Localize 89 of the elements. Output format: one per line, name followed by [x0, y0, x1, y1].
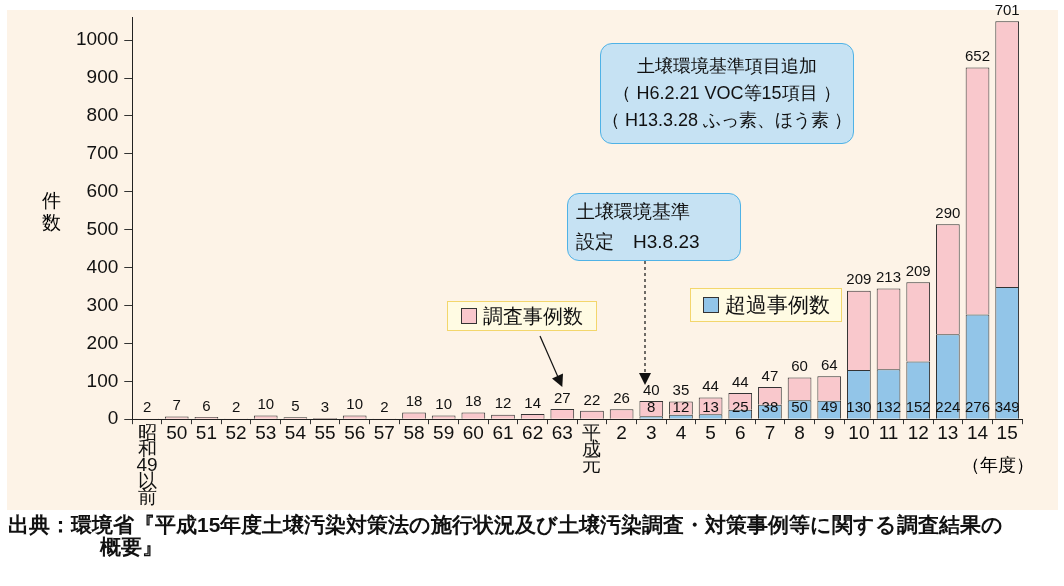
- data-label: 213: [876, 268, 902, 286]
- x-tick-label: 11: [878, 422, 899, 444]
- y-tick-label: 800: [86, 104, 119, 126]
- x-tick-label: 63: [551, 422, 573, 444]
- y-tick-label: 500: [86, 217, 119, 239]
- x-tick-label: 14: [966, 422, 989, 444]
- x-tick-label: 6: [734, 422, 746, 444]
- data-label: 40: [642, 380, 660, 398]
- x-tick-label: 50: [166, 422, 188, 444]
- x-tick-label: 12: [907, 422, 929, 444]
- y-tick-label: 1000: [75, 28, 119, 50]
- x-tick-label: 57: [373, 422, 395, 444]
- annotation: 設定 H3.8.23: [575, 230, 701, 254]
- data-label: 10: [346, 395, 364, 413]
- data-label: 50: [791, 397, 808, 415]
- data-label: 7: [172, 396, 181, 414]
- annotation: （ H13.3.28 ふっ素、ほう素 ）: [601, 109, 853, 132]
- x-tick-label: 53: [255, 422, 277, 444]
- data-label: 132: [876, 397, 902, 415]
- x-tick-label: 54: [284, 422, 307, 444]
- x-tick-label: 56: [344, 422, 366, 444]
- x-tick-label: 昭和49以前: [136, 422, 158, 508]
- data-label: 49: [820, 397, 838, 415]
- x-tick-label: 61: [492, 422, 514, 444]
- data-label: 209: [846, 270, 872, 288]
- y-tick-label: 700: [86, 142, 119, 164]
- data-label: 2: [231, 398, 241, 416]
- data-label: 44: [731, 372, 749, 390]
- data-label: 2: [142, 398, 152, 416]
- legend-label: 調査事例数: [447, 301, 597, 331]
- data-label: 27: [553, 388, 571, 406]
- data-label: 12: [494, 394, 512, 412]
- x-tick-label: 平成元: [582, 422, 602, 476]
- y-tick-label: 200: [86, 331, 119, 353]
- data-label: 38: [761, 397, 779, 415]
- data-label: 18: [464, 392, 482, 410]
- y-axis-title: 件数: [40, 190, 62, 234]
- data-label: 2: [380, 398, 389, 416]
- source-note: 出典：環境省『平成15年度土壌汚染対策法の施行状況及び土壌汚染調査・対策事例等に関する調査結果の概要』: [8, 513, 1005, 558]
- annotation: 土壌環境基準項目追加: [636, 55, 818, 78]
- x-tick-label: 59: [433, 422, 455, 444]
- data-label: 652: [965, 47, 991, 65]
- x-tick-label: 7: [764, 422, 776, 444]
- data-label: 290: [935, 204, 961, 222]
- data-label: 14: [524, 393, 541, 411]
- data-label: 5: [291, 396, 300, 414]
- annotation: （ H6.2.21 VOC等15項目 ）: [612, 82, 842, 105]
- data-label: 13: [702, 397, 719, 415]
- data-label: 18: [405, 392, 423, 410]
- x-tick-label: 4: [675, 422, 687, 444]
- y-tick-label: 300: [86, 293, 119, 315]
- x-tick-label: 2: [616, 422, 627, 444]
- y-tick-label: 900: [86, 66, 119, 88]
- y-tick-label: 100: [86, 369, 119, 391]
- x-tick-label: 52: [225, 422, 247, 444]
- x-tick-label: 8: [794, 422, 805, 444]
- data-label: 60: [791, 357, 808, 375]
- y-tick-label: 0: [107, 407, 119, 429]
- x-tick-label: 5: [705, 422, 716, 444]
- x-tick-label: 62: [522, 422, 544, 444]
- data-label: 64: [820, 356, 838, 374]
- y-tick-label: 400: [86, 255, 119, 277]
- data-label: 47: [761, 366, 779, 384]
- x-tick-label: 10: [848, 422, 870, 444]
- data-label: 12: [672, 397, 690, 415]
- data-label: 35: [672, 381, 690, 399]
- x-tick-label: 15: [996, 422, 1018, 444]
- data-label: 10: [257, 395, 275, 413]
- data-label: 3: [320, 397, 330, 415]
- x-axis-title: （年度）: [962, 454, 1034, 477]
- data-label: 701: [994, 0, 1020, 18]
- y-tick-label: 600: [86, 180, 119, 201]
- x-tick-label: 51: [195, 422, 217, 444]
- x-tick-label: 9: [823, 422, 835, 444]
- data-label: 6: [202, 396, 211, 414]
- x-tick-label: 3: [645, 422, 657, 444]
- x-tick-label: 58: [403, 422, 425, 444]
- data-label: 44: [702, 377, 719, 395]
- annotation: 土壌環境基準: [575, 200, 691, 224]
- data-label: 8: [647, 397, 656, 415]
- x-tick-label: 55: [314, 422, 336, 444]
- data-label: 26: [613, 388, 630, 406]
- x-tick-label: 13: [937, 422, 959, 444]
- data-label: 276: [965, 397, 991, 415]
- data-label: 22: [583, 390, 601, 408]
- legend-label: 超過事例数: [690, 288, 842, 322]
- data-label: 10: [435, 395, 453, 413]
- data-label: 209: [905, 262, 931, 279]
- x-tick-label: 60: [462, 422, 484, 444]
